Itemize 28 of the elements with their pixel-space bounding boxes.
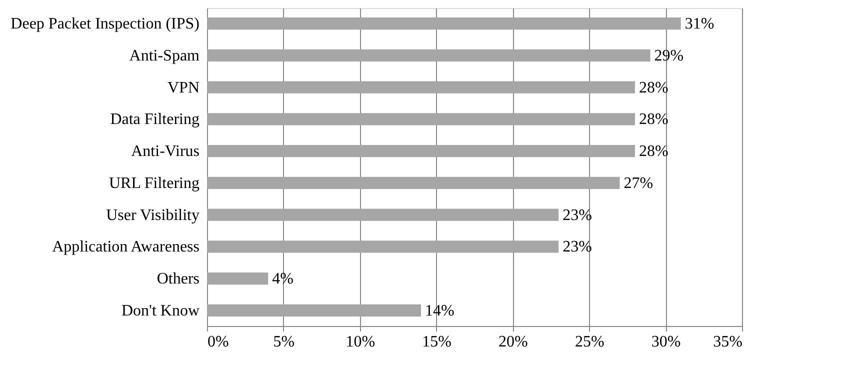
x-tick-label: 10% <box>346 334 376 350</box>
data-label: 4% <box>272 270 294 288</box>
data-label: 27% <box>624 174 654 192</box>
x-tick-label: 5% <box>273 334 295 350</box>
data-label: 29% <box>654 47 684 64</box>
x-tick-label: 25% <box>574 334 604 350</box>
x-tick-label: 20% <box>498 334 528 350</box>
y-tick-label: Others <box>156 270 200 288</box>
x-tick-label: 30% <box>651 334 681 350</box>
data-label: 23% <box>562 238 592 256</box>
data-label: 31% <box>684 16 714 33</box>
y-tick-label: Application Awareness <box>52 238 200 256</box>
data-label: 28% <box>639 143 668 160</box>
data-label: 28% <box>639 79 668 96</box>
data-label: 28% <box>639 111 668 128</box>
data-label: 23% <box>562 206 592 224</box>
y-tick-label: Don't Know <box>122 302 200 320</box>
x-tick-label: 15% <box>422 334 452 350</box>
y-tick-label: Deep Packet Inspection (IPS) <box>10 16 200 33</box>
y-tick-label: Data Filtering <box>110 111 200 128</box>
y-tick-label: User Visibility <box>106 206 200 224</box>
y-tick-label: Anti-Spam <box>129 47 200 64</box>
y-tick-label: Anti-Virus <box>131 143 200 160</box>
data-label: 14% <box>425 302 454 320</box>
y-tick-label: VPN <box>167 79 200 96</box>
x-tick-label: 35% <box>713 334 742 350</box>
y-tick-label: URL Filtering <box>108 174 200 192</box>
x-tick-label: 0% <box>208 334 229 350</box>
